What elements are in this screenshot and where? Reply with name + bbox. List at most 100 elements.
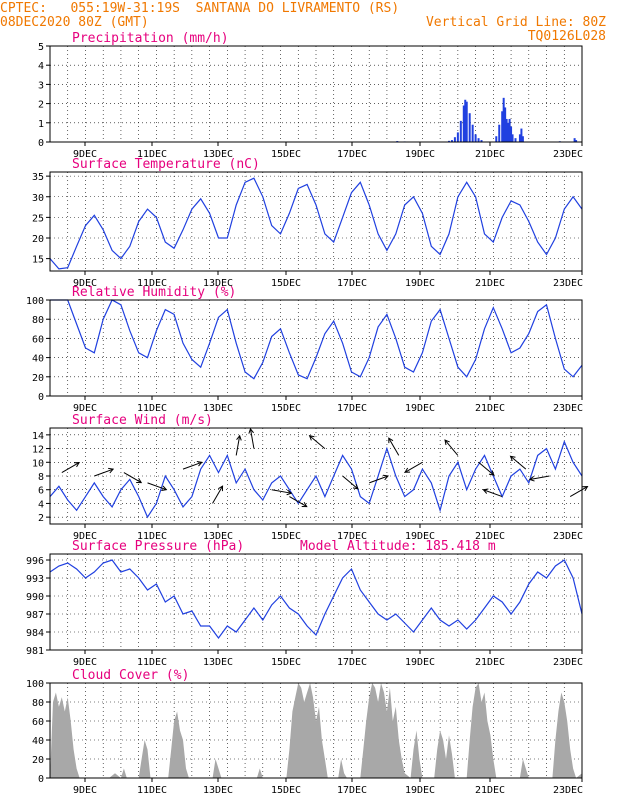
precip-xtick-label: 19DEC (405, 149, 435, 160)
rh-xtick-label: 13DEC (203, 403, 233, 414)
precip-ytick-label: 3 (38, 80, 44, 91)
rh-xtick-label: 23DEC (553, 403, 583, 414)
wind-vector-shaft (271, 489, 292, 494)
precip-xtick-label: 23DEC (553, 149, 583, 160)
rh-ytick-label: 0 (38, 392, 44, 403)
pres-xtick-label: 9DEC (73, 657, 97, 668)
pres-xtick-label: 15DEC (271, 657, 301, 668)
precip-bar (508, 118, 511, 142)
precip-bar (468, 113, 471, 142)
temp-xtick-label: 23DEC (553, 278, 583, 289)
precip-bar (459, 120, 462, 142)
cloud-xtick-label: 21DEC (475, 785, 505, 796)
wind-xtick-label: 19DEC (405, 531, 435, 542)
precip-ytick-label: 4 (38, 61, 44, 72)
wind-vector-head (136, 478, 143, 484)
wind-vector-head (236, 434, 242, 441)
temp-line (49, 177, 583, 270)
wind-vector-head (582, 486, 589, 492)
wind-vector-shaft (388, 437, 400, 456)
wind-vector-head (404, 467, 411, 473)
wind-ytick-label: 14 (32, 431, 44, 442)
wind-vector-head (444, 439, 450, 446)
precip-bar (480, 140, 483, 142)
precip-title: Precipitation (mm/h) (72, 31, 229, 46)
rh-line (50, 299, 583, 380)
cloud-area (50, 683, 582, 778)
temp-xtick-label: 17DEC (337, 278, 367, 289)
rh-ytick-label: 20 (32, 373, 44, 384)
rh-xtick-label: 19DEC (405, 403, 435, 414)
wind-vector-shaft (510, 455, 527, 470)
pres-ytick-label: 984 (26, 628, 44, 639)
precip-bar (474, 134, 477, 142)
model-id: TQ0126L028 (527, 29, 606, 44)
wind-xtick-label: 13DEC (203, 531, 233, 542)
wind-vector-head (161, 485, 168, 491)
wind-line (49, 439, 583, 519)
wind-ytick-label: 6 (38, 486, 44, 497)
run-datetime: 08DEC2020 80Z (GMT) (0, 15, 149, 30)
temp-ytick-label: 20 (32, 234, 44, 245)
precip-bar (453, 137, 456, 142)
cloud-ytick-label: 0 (38, 774, 44, 785)
precip-bar (498, 124, 501, 142)
wind-vector-shaft (123, 472, 142, 484)
rh-title: Relative Humidity (%) (72, 285, 236, 300)
precip-ytick-label: 5 (38, 42, 44, 53)
precip-xtick-label: 9DEC (73, 149, 97, 160)
wind-vector-shaft (61, 462, 80, 474)
pres-xtick-label: 19DEC (405, 657, 435, 668)
precip-bar (510, 126, 513, 142)
rh-panel: 0 20 40 60 80 100 9DEC 11DEC 13DEC 15DEC 17DEC 19DE… (26, 285, 583, 414)
wind-vector-shaft (478, 461, 495, 476)
rh-xtick-label: 15DEC (271, 403, 301, 414)
wind-xtick-label: 11DEC (137, 531, 167, 542)
wind-vector-head (352, 484, 359, 490)
precip-bar (456, 132, 459, 142)
wind-xtick-label: 21DEC (475, 531, 505, 542)
precip-bar (521, 136, 524, 142)
wind-vector-shaft (182, 461, 202, 470)
rh-frame (49, 299, 583, 397)
pres-xtick-label: 11DEC (137, 657, 167, 668)
rh-xtick-label: 17DEC (337, 403, 367, 414)
precip-ytick-label: 2 (38, 100, 44, 111)
temp-xtick-label: 9DEC (73, 278, 97, 289)
precip-frame (49, 45, 583, 143)
wind-vector-head (301, 502, 308, 508)
precip-xtick-label: 21DEC (475, 149, 505, 160)
precip-bar (464, 99, 467, 142)
precip-bar (575, 140, 578, 142)
pres-ytick-label: 981 (26, 646, 44, 657)
cloud-xtick-label: 11DEC (137, 785, 167, 796)
wind-vector-head (74, 462, 81, 468)
wind-vector-head (286, 489, 293, 496)
pres-ytick-label: 996 (26, 556, 44, 567)
vertical-grid-note: Vertical Grid Line: 80Z (425, 15, 606, 30)
precip-xtick-label: 13DEC (203, 149, 233, 160)
wind-vector-shaft (249, 428, 255, 449)
wind-vector-shaft (404, 461, 423, 473)
temp-xtick-label: 15DEC (271, 278, 301, 289)
wind-vector-head (488, 470, 495, 476)
cloud-ytick-label: 20 (32, 755, 44, 766)
wind-vector-shaft (147, 482, 167, 491)
wind-vector-shaft (569, 486, 588, 498)
precip-bar (471, 124, 474, 142)
pres-line (49, 559, 583, 640)
cloud-xtick-label: 19DEC (405, 785, 435, 796)
cloud-xtick-label: 13DEC (203, 785, 233, 796)
cloud-ytick-label: 60 (32, 717, 44, 728)
precip-xtick-label: 15DEC (271, 149, 301, 160)
wind-vector-shaft (529, 475, 550, 480)
pres-ytick-label: 990 (26, 592, 44, 603)
rh-xtick-label: 21DEC (475, 403, 505, 414)
wind-vector-shaft (483, 489, 503, 498)
wind-ytick-label: 10 (32, 458, 44, 469)
pres-xtick-label: 17DEC (337, 657, 367, 668)
rh-xtick-label: 11DEC (137, 403, 167, 414)
wind-vector-shaft (369, 475, 389, 484)
precip-bar (507, 122, 510, 142)
wind-ytick-label: 4 (38, 499, 44, 510)
